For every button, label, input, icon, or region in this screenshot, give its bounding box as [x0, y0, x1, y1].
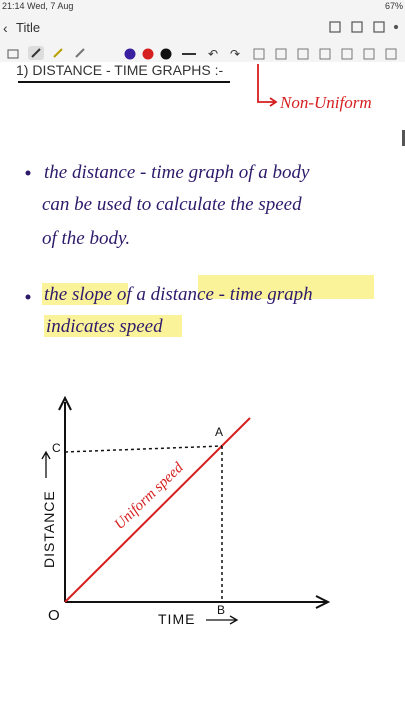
color-purple[interactable] [124, 48, 136, 60]
layout-icon[interactable] [351, 21, 363, 33]
toolbar: ↶ ↷ [7, 46, 397, 61]
label-arrow [206, 615, 239, 625]
status-time: 21:14 Wed, 7 Aug [2, 1, 73, 11]
point-label: C [52, 441, 61, 455]
tool-e[interactable] [341, 48, 353, 60]
x-axis-label: TIME [158, 611, 195, 627]
highlight [198, 275, 374, 299]
bullet-line: of the body. [42, 228, 130, 249]
more-icon[interactable] [393, 24, 399, 30]
bullet [25, 294, 31, 300]
origin-label: O [48, 607, 60, 624]
scrollbar[interactable] [402, 130, 405, 146]
tool-f[interactable] [363, 48, 375, 60]
bullet-line: the slope of a distance - time graph [44, 284, 313, 305]
highlight [44, 315, 182, 337]
highlighter-tool[interactable] [53, 48, 63, 58]
annotation: Non-Uniform [279, 93, 372, 112]
note-canvas: 1) DISTANCE - TIME GRAPHS :- Non-Uniform… [16, 62, 405, 337]
graph-sketch: O A B C TIME DISTANCE Uniform speed [41, 395, 331, 627]
note-title[interactable]: Title [16, 20, 40, 35]
label-arrow [41, 450, 51, 478]
keyboard-tool[interactable] [7, 49, 19, 59]
heading: 1) DISTANCE - TIME GRAPHS :- [16, 62, 224, 78]
line-label: Uniform speed [112, 459, 187, 533]
point-label: B [217, 603, 225, 617]
dashed-guide [64, 445, 223, 453]
redo[interactable]: ↷ [230, 47, 240, 61]
x-axis [65, 595, 331, 609]
point-label: A [215, 425, 223, 439]
app-chrome [0, 0, 405, 62]
y-axis-label: DISTANCE [41, 490, 57, 568]
y-axis [58, 395, 72, 602]
pen-icon [31, 48, 41, 58]
tool-g[interactable] [385, 48, 397, 60]
tool-d[interactable] [319, 48, 331, 60]
bullet-line: indicates speed [46, 316, 163, 337]
tool-a[interactable] [253, 48, 265, 60]
status-battery: 67% [385, 1, 403, 11]
tool-c[interactable] [297, 48, 309, 60]
attach-icon[interactable] [373, 21, 385, 33]
annotation-arrow [257, 64, 278, 107]
tool-b[interactable] [275, 48, 287, 60]
undo[interactable]: ↶ [208, 47, 218, 61]
top-actions [329, 21, 399, 33]
eraser-tool[interactable] [75, 48, 85, 58]
color-red[interactable] [142, 48, 154, 60]
expand-icon[interactable] [329, 21, 341, 33]
uniform-line [64, 417, 251, 603]
bullet [25, 170, 31, 176]
color-black[interactable] [160, 48, 172, 60]
bullet-line: can be used to calculate the speed [42, 194, 302, 215]
bullet-line: the distance - time graph of a body [44, 162, 310, 183]
highlight [42, 283, 128, 305]
back-button[interactable]: ‹ [3, 20, 8, 36]
